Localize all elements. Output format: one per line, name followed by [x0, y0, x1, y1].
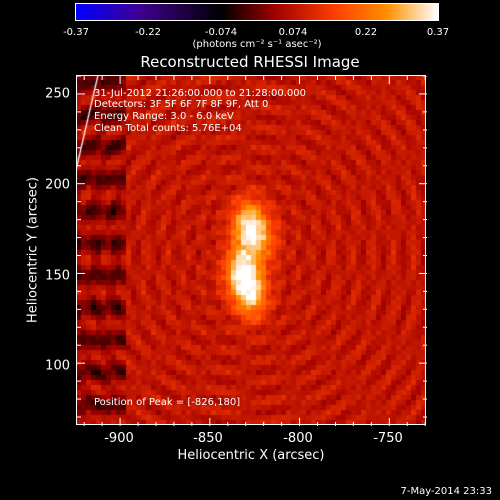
annotation-clean-counts: Clean Total counts: 5.76E+04: [94, 123, 242, 134]
colorbar-gradient: [76, 4, 438, 20]
x-axis-label: Heliocentric X (arcsec): [177, 448, 325, 463]
y-tick-label: 200: [45, 177, 70, 193]
colorbar-tick-label: -0.074: [204, 27, 238, 38]
colorbar-tick-label: 0.074: [278, 27, 308, 38]
x-tick-label: -850: [193, 431, 223, 446]
heatmap-image: [76, 75, 426, 425]
x-tick-label: -750: [373, 431, 403, 446]
colorbar-tick-label: 0.37: [426, 27, 450, 38]
annotation-peak-position: Position of Peak = [-826,180]: [94, 397, 241, 408]
x-tick-label: -800: [283, 431, 313, 446]
x-tick-label: -900: [104, 431, 134, 446]
colorbar-tick-label: -0.22: [135, 27, 161, 38]
colorbar-tick-label: -0.37: [63, 27, 89, 38]
colorbar-tick-label: 0.22: [354, 27, 378, 38]
annotation-detectors: Detectors: 3F 5F 6F 7F 8F 9F, Att 0: [94, 99, 269, 110]
y-tick-label: 100: [45, 358, 70, 374]
colorbar-units: (photons cm⁻² s⁻¹ asec⁻²): [192, 39, 322, 50]
colorbar: [75, 3, 439, 21]
annotation-time-range: 31-Jul-2012 21:26:00.000 to 21:28:00.000: [94, 88, 306, 99]
y-axis-label: Heliocentric Y (arcsec): [25, 177, 41, 323]
heatmap-plot: [76, 75, 426, 425]
annotation-energy-range: Energy Range: 3.0 - 6.0 keV: [94, 111, 234, 122]
chart-title: Reconstructed RHESSI Image: [140, 53, 360, 71]
y-tick-label: 150: [45, 268, 70, 284]
datestamp: 7-May-2014 23:33: [400, 486, 492, 497]
y-tick-label: 250: [45, 86, 70, 102]
